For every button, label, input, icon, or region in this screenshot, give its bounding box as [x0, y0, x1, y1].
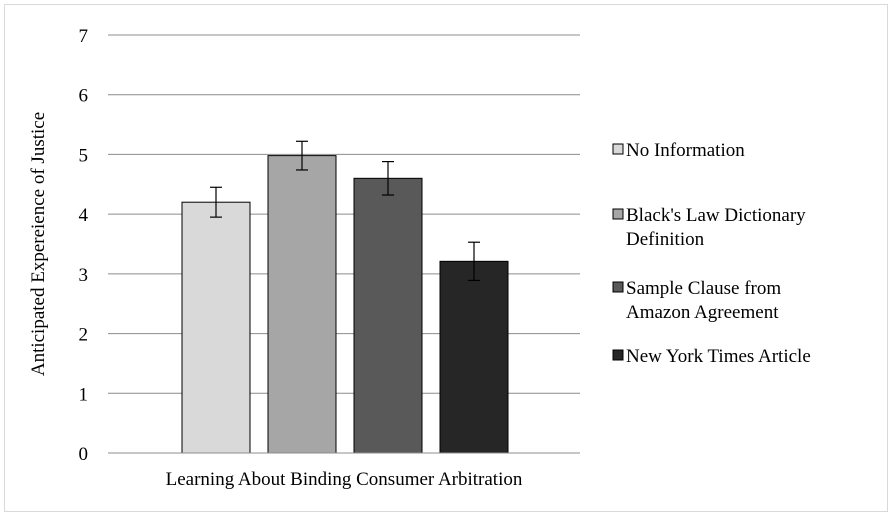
y-tick-label-6: 6 — [79, 86, 89, 107]
legend-label-3: Sample Clause from Amazon Agreement — [626, 278, 781, 323]
y-tick-label-7: 7 — [79, 26, 89, 47]
y-tick-label-1: 1 — [79, 384, 89, 405]
legend-swatch-4 — [612, 349, 624, 361]
legend-swatch-1 — [612, 143, 624, 155]
legend-item-2: Black's Law Dictionary Definition — [612, 205, 806, 250]
legend-item-3: Sample Clause from Amazon Agreement — [612, 278, 781, 323]
y-tick-label-2: 2 — [79, 325, 89, 346]
legend: No Information Black's Law Dictionary Defi… — [612, 140, 811, 367]
bar-sample-clause-from-amazon-agreement — [353, 177, 423, 454]
legend-item-4: New York Times Article — [612, 346, 811, 367]
bar-no-information — [181, 201, 251, 454]
y-tick-label-3: 3 — [79, 265, 89, 286]
legend-label-1: No Information — [626, 140, 745, 161]
error-bars — [210, 140, 480, 282]
error-bar-2 — [296, 140, 308, 171]
error-bar-4 — [468, 241, 480, 282]
legend-label-2: Black's Law Dictionary Definition — [626, 205, 806, 250]
bars — [181, 155, 509, 454]
legend-swatch-3 — [612, 281, 624, 293]
error-bar-1 — [210, 186, 222, 218]
y-axis-title: Anticipated Expereience of Justice — [28, 112, 49, 376]
gridlines — [108, 34, 580, 394]
error-bar-3 — [382, 160, 394, 196]
y-tick-label-5: 5 — [79, 145, 89, 166]
bar-new-york-times-article — [439, 260, 509, 454]
legend-swatch-2 — [612, 208, 624, 220]
legend-item-1: No Information — [612, 140, 745, 161]
bar-black-s-law-dictionary-definition — [267, 155, 337, 454]
legend-label-4: New York Times Article — [626, 346, 811, 367]
x-axis-category-label: Learning About Binding Consumer Arbitrat… — [166, 469, 523, 490]
y-tick-label-4: 4 — [79, 205, 89, 226]
y-tick-labels: 0 1 2 3 4 5 6 7 — [79, 26, 89, 465]
y-tick-label-0: 0 — [79, 444, 89, 465]
